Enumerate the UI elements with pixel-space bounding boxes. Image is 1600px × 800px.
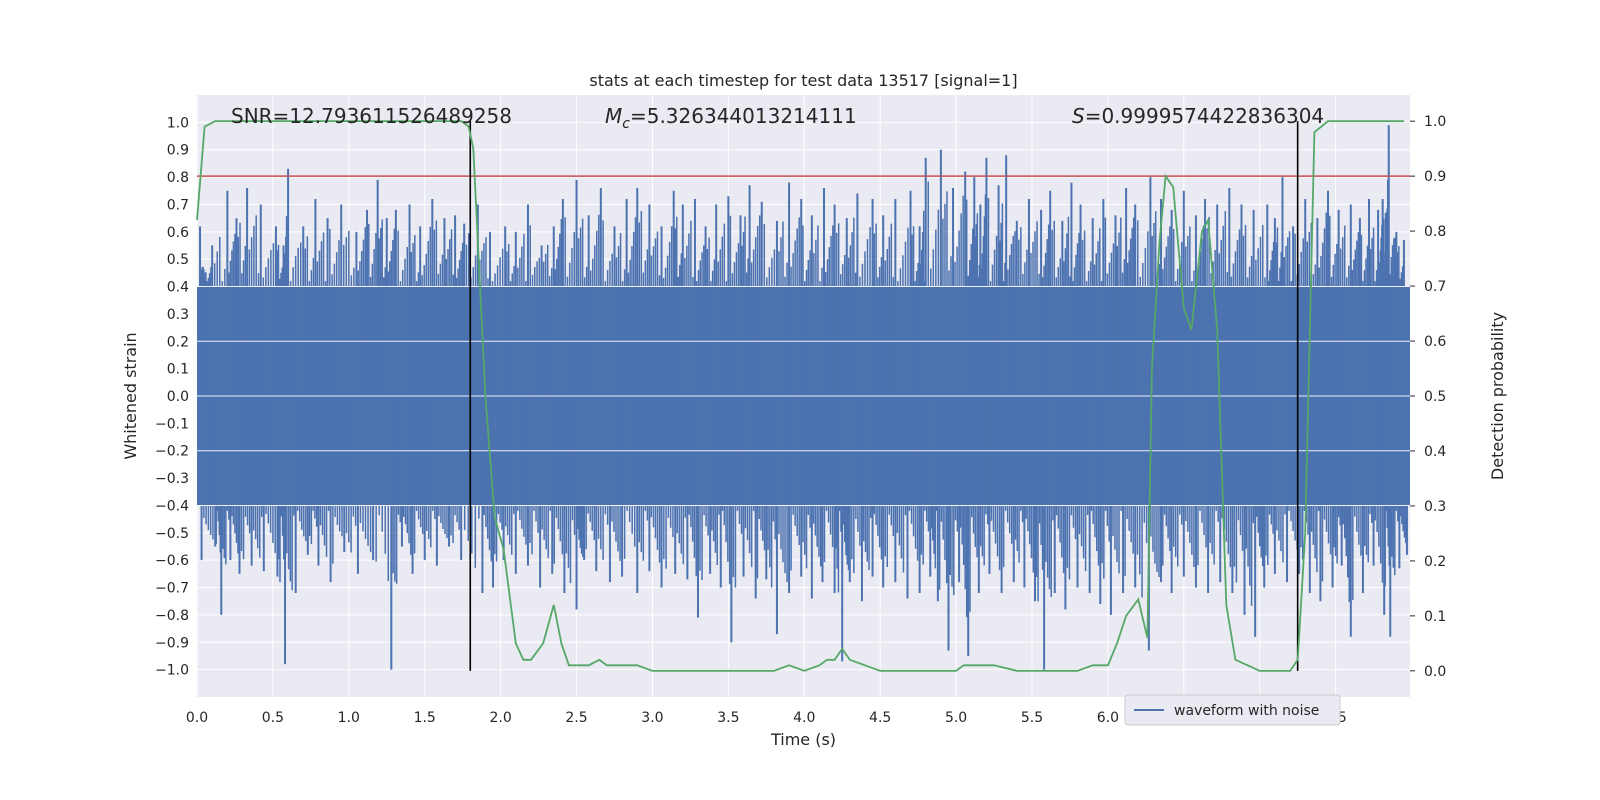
x-tick-label: 1.5 xyxy=(414,710,436,726)
y2-tick-label: 0.7 xyxy=(1424,279,1446,295)
y-tick-label: 0.1 xyxy=(167,362,189,378)
y2-tick-label: 1.0 xyxy=(1424,114,1446,130)
y-axis-label: Whitened strain xyxy=(121,332,140,459)
x-tick-label: 6.0 xyxy=(1097,710,1119,726)
legend-label: waveform with noise xyxy=(1174,703,1319,719)
y-tick-label: −0.1 xyxy=(155,416,189,432)
y2-tick-label: 0.5 xyxy=(1424,389,1446,405)
y-tick-label: 0.6 xyxy=(167,225,189,241)
y2-tick-label: 0.0 xyxy=(1424,664,1446,680)
y-tick-label: 0.8 xyxy=(167,170,189,186)
x-axis-label: Time (s) xyxy=(770,730,836,749)
x-tick-label: 1.0 xyxy=(338,710,360,726)
x-tick-label: 4.0 xyxy=(793,710,815,726)
y-tick-label: 0.0 xyxy=(167,389,189,405)
x-tick-label: 2.5 xyxy=(565,710,587,726)
chart-title: stats at each timestep for test data 135… xyxy=(589,71,1017,90)
y-tick-label: 0.5 xyxy=(167,252,189,268)
y-tick-label: −0.2 xyxy=(155,444,189,460)
y2-tick-label: 0.1 xyxy=(1424,609,1446,625)
x-tick-label: 5.0 xyxy=(945,710,967,726)
x-tick-label: 3.0 xyxy=(641,710,663,726)
y-tick-label: 0.2 xyxy=(167,334,189,350)
y-tick-label: −0.6 xyxy=(155,553,189,569)
y2-tick-label: 0.8 xyxy=(1424,224,1446,240)
snr-annotation: SNR=12.793611526489258 xyxy=(231,104,512,128)
y2-tick-label: 0.9 xyxy=(1424,169,1446,185)
chirp-mass-subscript: c xyxy=(622,116,630,132)
overlay-lines xyxy=(196,120,1410,672)
legend-box xyxy=(1124,694,1341,726)
y2-tick-label: 0.2 xyxy=(1424,554,1446,570)
x-tick-label: 4.5 xyxy=(869,710,891,726)
y2-tick-label: 0.3 xyxy=(1424,499,1446,515)
y-tick-label: 1.0 xyxy=(167,115,189,131)
chirp-mass-symbol: M xyxy=(605,104,622,128)
score-annotation: S=0.9999574422836304 xyxy=(1072,104,1324,128)
y2-tick-label: 0.6 xyxy=(1424,334,1446,350)
y-tick-label: 0.7 xyxy=(167,197,189,213)
legend: waveform with noise xyxy=(1124,694,1341,726)
y-tick-label: −0.5 xyxy=(155,526,189,542)
y-tick-label: −0.4 xyxy=(155,498,189,514)
y-tick-label: 0.4 xyxy=(167,280,189,296)
score-symbol: S xyxy=(1072,104,1085,128)
x-tick-label: 2.0 xyxy=(489,710,511,726)
y-tick-label: 0.9 xyxy=(167,143,189,159)
y-tick-label: −0.7 xyxy=(155,581,189,597)
x-tick-label: 0.0 xyxy=(186,710,208,726)
score-value: =0.9999574422836304 xyxy=(1085,104,1324,128)
y-tick-label: −0.8 xyxy=(155,608,189,624)
y-tick-label: −1.0 xyxy=(155,663,189,679)
x-tick-label: 3.5 xyxy=(717,710,739,726)
y-tick-label: −0.3 xyxy=(155,471,189,487)
y-tick-label: −0.9 xyxy=(155,635,189,651)
chirp-mass-annotation: Mc=5.326344013214111 xyxy=(605,104,857,132)
waveform-series xyxy=(197,125,1410,670)
chirp-mass-value: =5.326344013214111 xyxy=(630,104,857,128)
y-tick-label: 0.3 xyxy=(167,307,189,323)
x-tick-label: 5.5 xyxy=(1021,710,1043,726)
y2-tick-label: 0.4 xyxy=(1424,444,1446,460)
x-tick-label: 0.5 xyxy=(262,710,284,726)
probability-curve xyxy=(196,120,1404,672)
y2-axis-label: Detection probability xyxy=(1488,312,1507,480)
ticks: 0.00.51.01.52.02.53.03.54.04.55.05.56.06… xyxy=(155,114,1446,726)
